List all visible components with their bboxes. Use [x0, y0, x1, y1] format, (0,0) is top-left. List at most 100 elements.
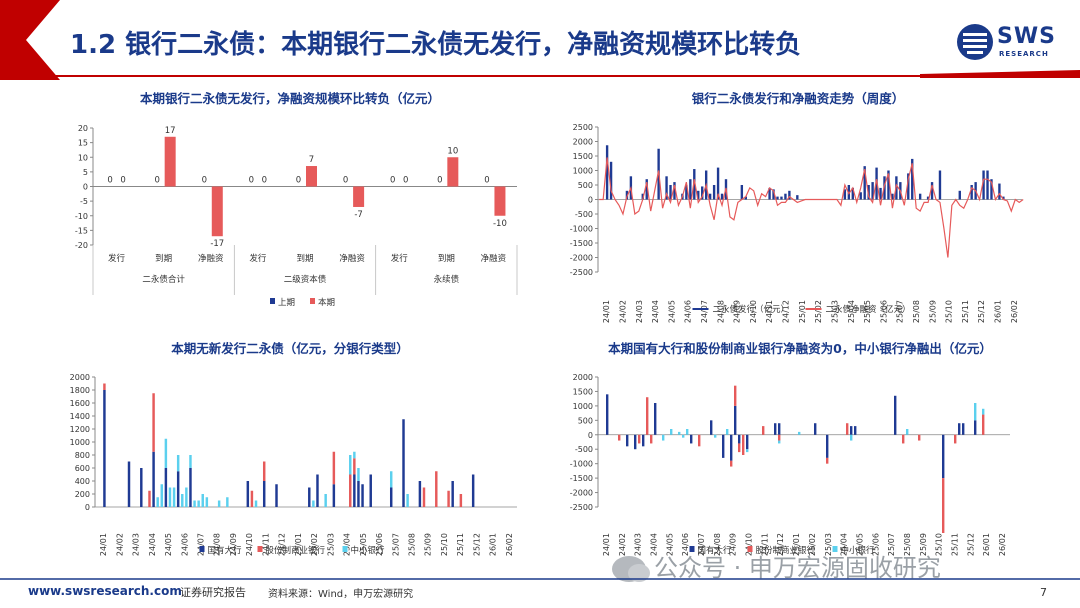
- data-label: 0: [107, 176, 112, 186]
- x-tick-label: 25/05: [359, 533, 368, 556]
- x-tick-label: 24/01: [602, 533, 611, 556]
- bar: [962, 423, 965, 435]
- x-tick-label: 24/06: [681, 533, 690, 556]
- bar: [974, 403, 977, 421]
- legend-label: 二永债净融资（亿元）: [826, 304, 911, 315]
- bar: [673, 182, 676, 200]
- bar: [772, 189, 775, 200]
- y-tick-label: 1400: [70, 412, 90, 421]
- x-tick-label: 发行: [391, 253, 409, 264]
- data-label: 0: [249, 176, 254, 186]
- x-tick-label: 25/06: [375, 533, 384, 556]
- bar: [176, 471, 180, 507]
- bar: [891, 193, 894, 200]
- chart-weekly-trend: 银行二永债发行和净融资走势（周度） -2500 -2000 -1500 -1000 -50…: [570, 91, 1024, 323]
- x-tick-label: 到期: [155, 254, 172, 264]
- bar: [780, 196, 783, 200]
- bar: [316, 474, 319, 507]
- x-tick-label: 24/03: [634, 533, 643, 556]
- bar: [103, 390, 106, 507]
- bar: [918, 193, 922, 200]
- y-tick-label: 1500: [573, 152, 593, 161]
- x-tick-label: 24/11: [765, 300, 774, 323]
- data-label: 10: [447, 146, 458, 156]
- data-label: -10: [493, 219, 507, 229]
- bar: [847, 185, 851, 200]
- x-tick-label: 净融资: [339, 253, 365, 264]
- net-financing-line: [599, 157, 1024, 258]
- legend-swatch: [342, 546, 348, 552]
- watermark-text: 公众号 · 申万宏源固收研究: [654, 554, 941, 582]
- data-label: 0: [262, 176, 267, 186]
- bar: [902, 434, 905, 444]
- y-tick-label: -1500: [570, 474, 593, 483]
- bar: [275, 484, 278, 507]
- data-label: 0: [403, 176, 408, 186]
- bar: [850, 426, 853, 435]
- y-tick-label: -5: [80, 197, 88, 206]
- bar: [262, 481, 266, 507]
- bar: [970, 185, 973, 200]
- x-tick-label: 25/02: [310, 533, 319, 556]
- x-tick-label: 25/11: [456, 533, 465, 556]
- bar: [226, 497, 229, 507]
- legend-label: 国有大行: [698, 545, 733, 556]
- y-tick-label: 1000: [573, 167, 593, 176]
- x-tick-label: 24/08: [713, 533, 722, 556]
- bar: [685, 185, 688, 200]
- bar: [140, 468, 143, 507]
- y-tick-label: 5: [83, 168, 88, 177]
- x-tick-label: 25/04: [847, 300, 856, 323]
- bar: [906, 429, 909, 435]
- x-tick-label: 24/02: [618, 300, 627, 323]
- bar: [324, 494, 327, 507]
- x-tick-label: 24/06: [180, 533, 189, 556]
- bar: [349, 455, 352, 475]
- bar: [217, 500, 221, 507]
- chart-title: 本期国有大行和股份制商业银行净融资为0，中小银行净融出（亿元）: [608, 341, 992, 356]
- bar: [918, 434, 921, 441]
- group-label: 二级资本债: [284, 274, 327, 285]
- bar: [863, 166, 866, 200]
- x-tick-label: 25/02: [814, 300, 823, 323]
- bar: [982, 414, 985, 435]
- bar: [181, 494, 184, 507]
- bar: [642, 434, 645, 447]
- bar: [609, 161, 613, 200]
- x-tick-label: 24/10: [749, 300, 758, 323]
- bar: [312, 500, 315, 507]
- bar: [447, 490, 450, 507]
- bar: [730, 434, 733, 461]
- bar: [646, 397, 649, 435]
- bar: [690, 434, 693, 444]
- bar: [701, 186, 704, 200]
- bar: [211, 186, 223, 237]
- bar: [738, 443, 741, 453]
- y-tick-label: -500: [575, 210, 593, 219]
- legend-swatch: [270, 298, 275, 304]
- bar: [982, 170, 985, 200]
- bar: [887, 170, 890, 200]
- chart-title: 银行二永债发行和净融资走势（周度）: [692, 91, 905, 106]
- bar: [164, 136, 176, 187]
- bar: [332, 484, 336, 507]
- bar: [798, 431, 801, 435]
- y-tick-label: 15: [78, 139, 88, 148]
- footer-url[interactable]: www.swsresearch.com: [28, 584, 182, 598]
- bar: [678, 431, 681, 435]
- bar: [494, 186, 506, 216]
- x-tick-label: 24/10: [245, 533, 254, 556]
- bar: [650, 434, 653, 444]
- group-label: 二永债合计: [142, 274, 185, 285]
- legend-label: 二永债发行（亿元）: [713, 304, 790, 315]
- data-label: 0: [202, 176, 207, 186]
- bar: [361, 484, 364, 507]
- x-tick-label: 26/01: [994, 300, 1003, 323]
- bar: [189, 468, 192, 507]
- bar: [626, 434, 629, 447]
- y-tick-label: -2000: [570, 254, 593, 263]
- bar: [645, 179, 648, 200]
- y-tick-label: -1500: [570, 239, 593, 248]
- bar: [734, 405, 737, 435]
- x-tick-label: 24/12: [278, 533, 287, 556]
